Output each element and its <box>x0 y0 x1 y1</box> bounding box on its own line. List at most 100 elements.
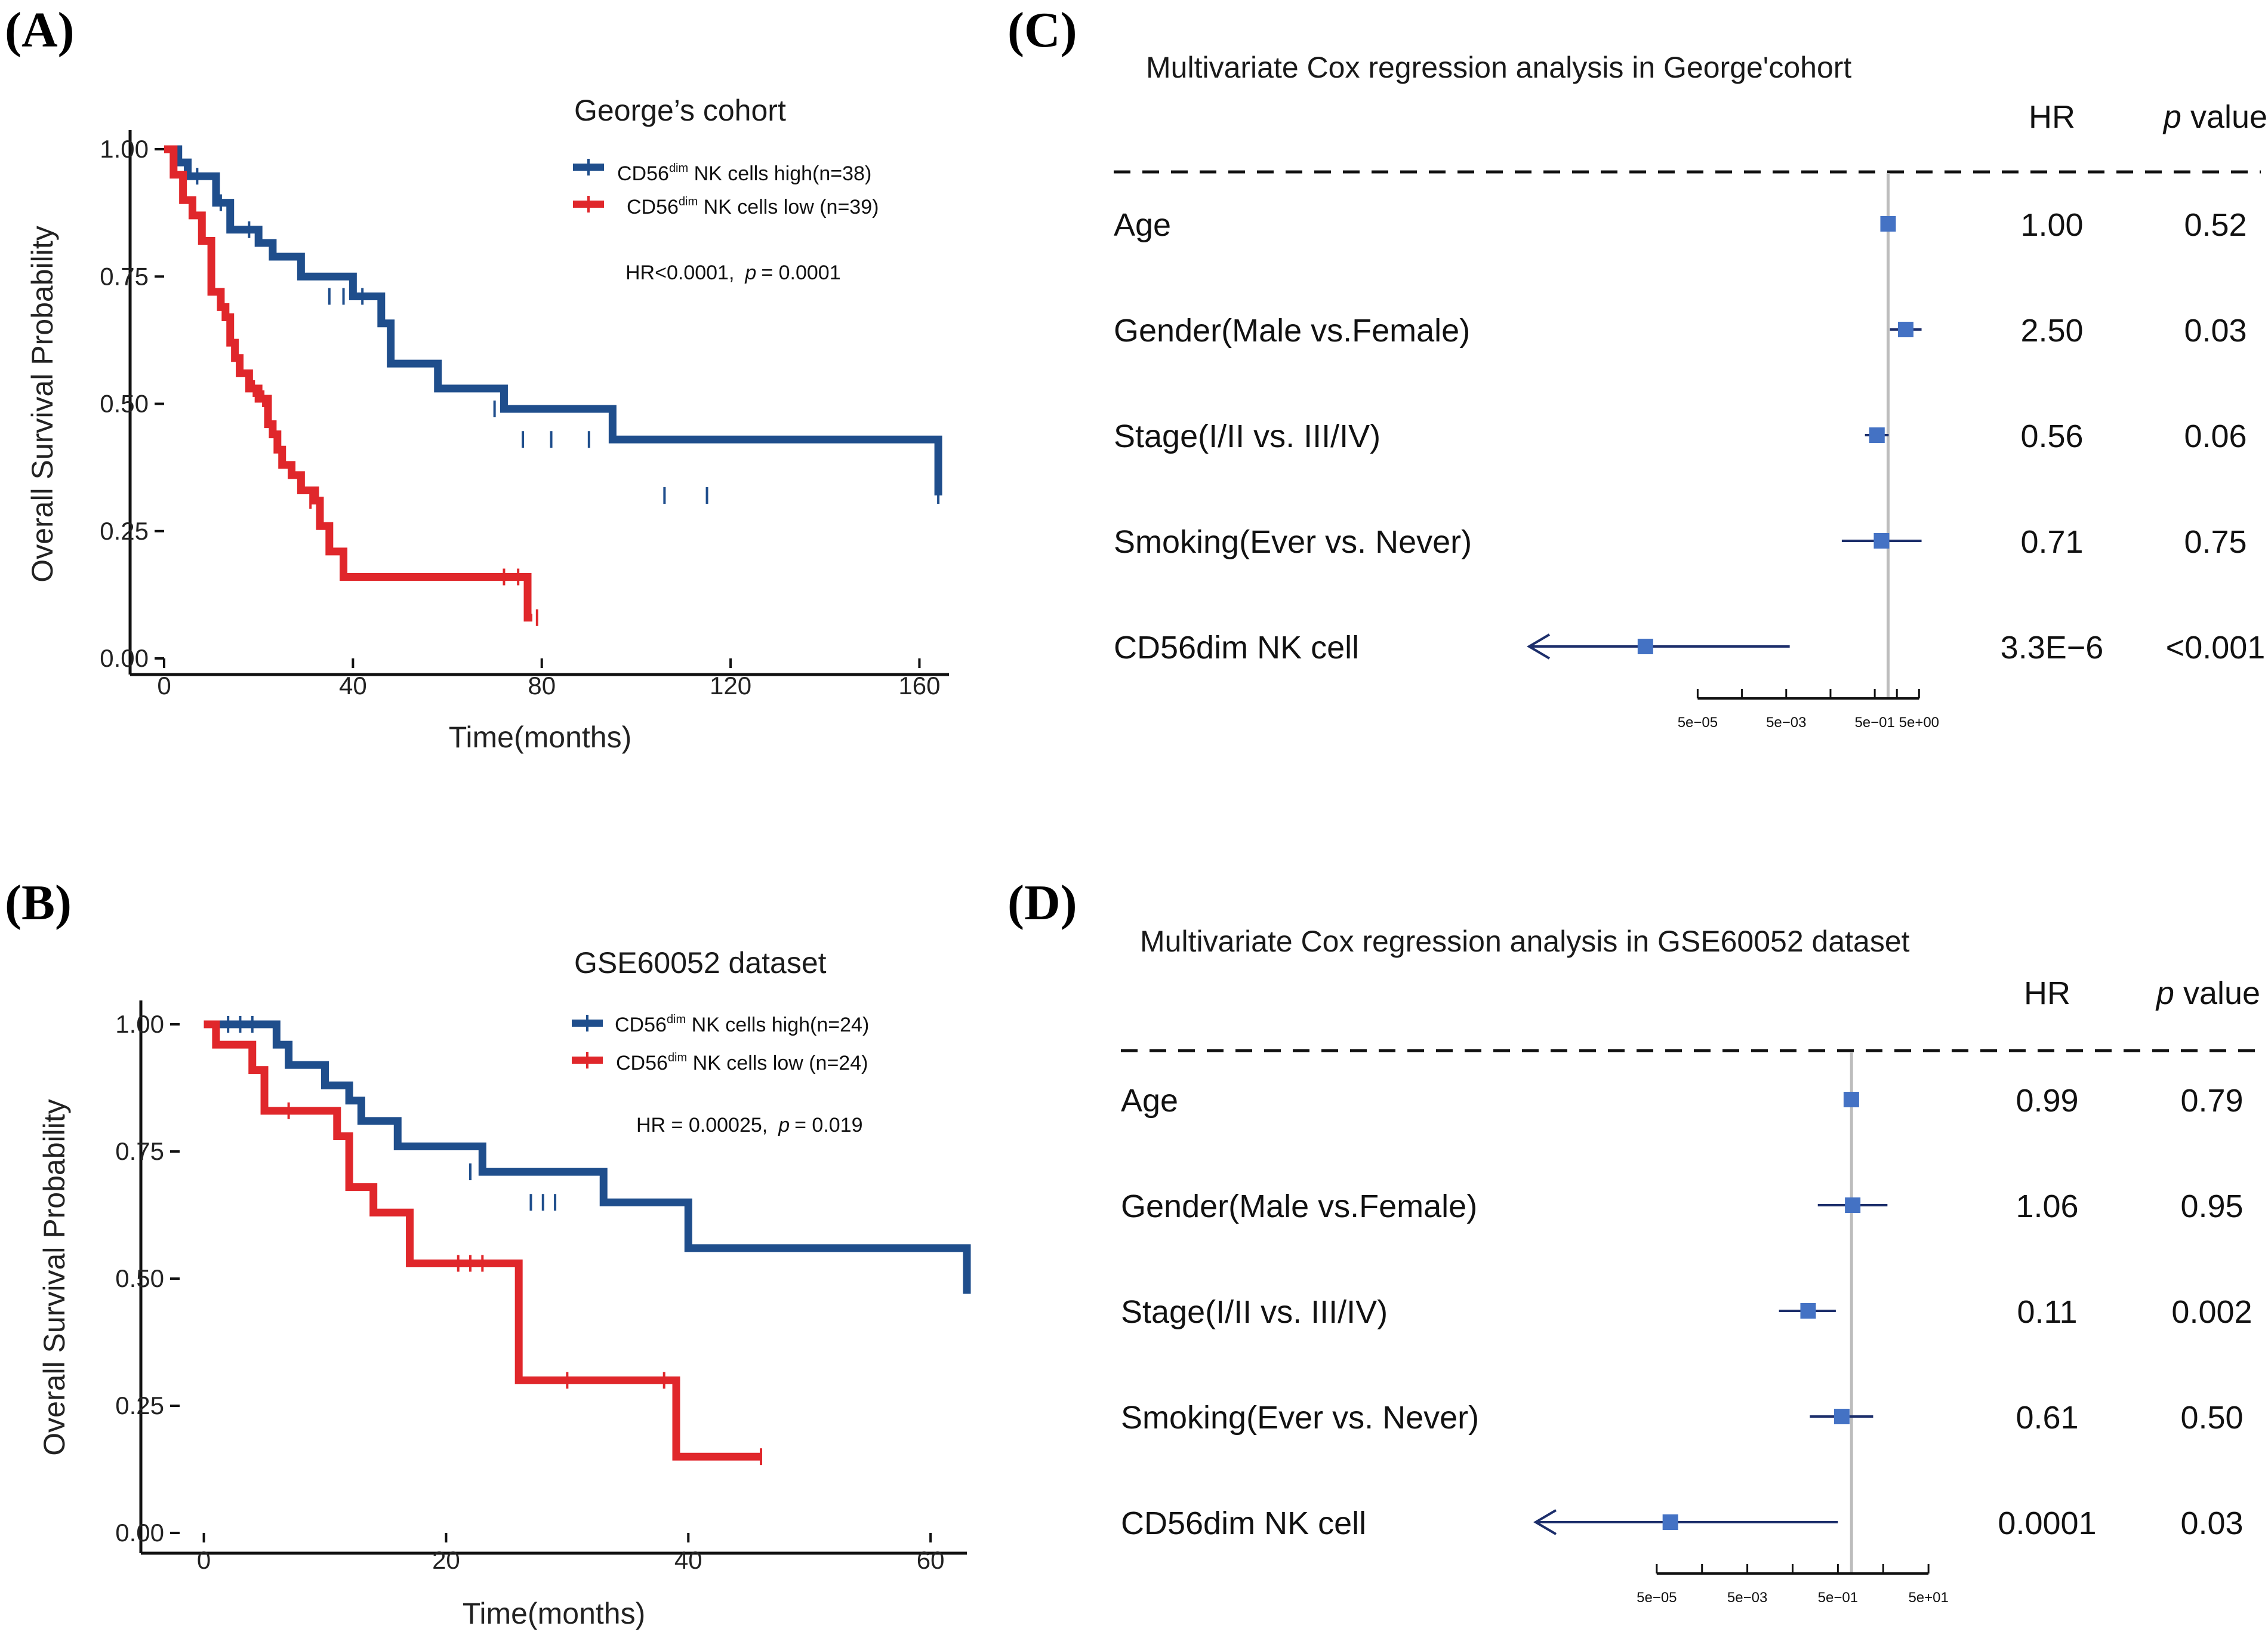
forest-d-xtick-label-2: 5e−01 <box>1818 1590 1858 1606</box>
forest-c-p-value-2: 0.06 <box>2184 418 2247 454</box>
forest-d-row-label-0: Age <box>1121 1083 1178 1119</box>
km-a-legend-low: CD56dim NK cells low (n=39) <box>627 195 879 218</box>
forest-d-xtick-label-0: 5e−05 <box>1637 1590 1677 1606</box>
forest-d-hr-value-2: 0.11 <box>2017 1294 2077 1330</box>
forest-d-hr-header: HR <box>2024 975 2070 1011</box>
forest-c-hr-header: HR <box>2029 99 2075 135</box>
forest-d-xtick-label-3: 5e+01 <box>1908 1590 1948 1606</box>
km-a-title: George’s cohort <box>574 94 786 127</box>
forest-d-p-value-4: 0.03 <box>2180 1505 2243 1541</box>
forest-c-hr-value-4: 3.3E−6 <box>2001 630 2104 666</box>
forest-d-title: Multivariate Cox regression analysis in … <box>1140 925 1910 958</box>
km-b-legend-high: CD56dim NK cells high(n=24) <box>615 1013 869 1036</box>
forest-c-point-0 <box>1880 216 1896 232</box>
km-b-xtick-label-0: 0 <box>197 1546 211 1574</box>
forest-d-p-value-1: 0.95 <box>2180 1188 2243 1224</box>
forest-d-point-4 <box>1662 1514 1678 1530</box>
forest-d-p-value-3: 0.50 <box>2180 1400 2243 1436</box>
km-a-x-title: Time(months) <box>449 720 632 754</box>
km-a-ytick-label-3: 0.75 <box>100 262 149 290</box>
forest-c-row-label-1: Gender(Male vs.Female) <box>1114 313 1470 349</box>
km-a-ticks: 0 40 80 120 160 0.00 0.25 0.50 0.75 1.00 <box>100 135 940 700</box>
forest-c-row-label-0: Age <box>1114 207 1171 243</box>
forest-c-p-value-0: 0.52 <box>2184 207 2247 243</box>
forest-d-p-header: p value <box>2155 975 2260 1011</box>
forest-d-row-label-2: Stage(I/II vs. III/IV) <box>1121 1294 1388 1330</box>
km-a-xtick-label-4: 160 <box>898 672 940 700</box>
km-b-marks <box>204 1016 971 1465</box>
km-b-stats: HR = 0.00025, p = 0.019 <box>636 1114 863 1137</box>
forest-c-hr-value-1: 2.50 <box>2020 313 2083 349</box>
km-b-ticks: 0 20 40 60 0.00 0.25 0.50 0.75 1.00 <box>115 1010 944 1574</box>
forest-c-p-header: p value <box>2162 99 2267 135</box>
km-b-legend-low: CD56dim NK cells low (n=24) <box>616 1051 868 1074</box>
km-a-legend-high: CD56dim NK cells high(n=38) <box>617 162 871 185</box>
km-a-xtick-label-0: 0 <box>157 672 171 700</box>
forest-c-p-value-4: <0.001 <box>2166 630 2266 666</box>
forest-c-ci-arrow-4 <box>1527 633 1551 660</box>
km-a-ytick-label-4: 1.00 <box>100 135 149 163</box>
km-a-legend: CD56dim NK cells high(n=38) CD56dim NK c… <box>573 159 879 218</box>
panel-label-c: (C) <box>1007 2 1077 58</box>
forest-c-hr-value-2: 0.56 <box>2020 418 2083 454</box>
km-b-ytick-label-3: 0.75 <box>115 1137 164 1165</box>
forest-c-xtick-label-2: 5e−01 <box>1854 715 1894 731</box>
km-b-ytick-label-0: 0.00 <box>115 1519 164 1547</box>
km-a-marks <box>164 145 942 626</box>
km-a-ytick-label-2: 0.50 <box>100 390 149 418</box>
forest-c-row-label-2: Stage(I/II vs. III/IV) <box>1114 418 1380 454</box>
forest-d-xtick-label-1: 5e−03 <box>1727 1590 1767 1606</box>
forest-c-point-2 <box>1869 427 1885 443</box>
forest-c-xtick-label-3: 5e+00 <box>1899 715 1939 731</box>
km-chart-b: GSE60052 dataset 0 20 40 60 0.00 0.25 0.50 0.75… <box>38 946 971 1630</box>
forest-chart-d: Multivariate Cox regression analysis in … <box>1121 925 2260 1606</box>
forest-d-point-1 <box>1845 1197 1861 1213</box>
km-b-legend: CD56dim NK cells high(n=24) CD56dim NK c… <box>572 1013 869 1074</box>
forest-c-p-value-1: 0.03 <box>2184 313 2247 349</box>
km-a-xtick-label-1: 40 <box>339 672 367 700</box>
forest-d-hr-value-0: 0.99 <box>2016 1083 2078 1119</box>
forest-c-xtick-label-0: 5e−05 <box>1678 715 1718 731</box>
km-b-xtick-label-1: 20 <box>432 1546 460 1574</box>
km-b-curve-0 <box>204 1020 971 1294</box>
km-a-y-title: Overall Survival Probability <box>26 226 59 582</box>
forest-c-row-label-4: CD56dim NK cell <box>1114 630 1359 666</box>
forest-c-xtick-label-1: 5e−03 <box>1766 715 1806 731</box>
km-b-ytick-label-2: 0.50 <box>115 1264 164 1292</box>
km-b-ytick-label-1: 0.25 <box>115 1391 164 1419</box>
forest-c-title: Multivariate Cox regression analysis in … <box>1146 51 1851 84</box>
forest-c-hr-value-3: 0.71 <box>2020 524 2083 560</box>
forest-d-row-label-4: CD56dim NK cell <box>1121 1505 1366 1541</box>
forest-d-row-label-1: Gender(Male vs.Female) <box>1121 1188 1477 1224</box>
forest-d-hr-value-3: 0.61 <box>2016 1400 2078 1436</box>
forest-c-marks: Age 1.00 0.52 Gender(Male vs.Female) 2.50 0.0… <box>1114 173 2265 731</box>
forest-d-hr-value-4: 0.0001 <box>1998 1505 2096 1541</box>
forest-d-p-value-0: 0.79 <box>2180 1083 2243 1119</box>
forest-d-hr-value-1: 1.06 <box>2016 1188 2078 1224</box>
forest-d-point-0 <box>1843 1092 1859 1107</box>
km-b-xtick-label-3: 60 <box>917 1546 945 1574</box>
forest-d-point-2 <box>1800 1303 1816 1319</box>
forest-c-p-value-3: 0.75 <box>2184 524 2247 560</box>
forest-d-marks: Age 0.99 0.79 Gender(Male vs.Female) 1.06 0.9… <box>1121 1052 2252 1606</box>
panel-label-d: (D) <box>1007 875 1077 931</box>
forest-d-point-3 <box>1833 1409 1850 1424</box>
km-b-curve-1 <box>204 1020 762 1461</box>
km-a-curve-1 <box>164 145 532 622</box>
forest-c-point-3 <box>1873 533 1890 549</box>
km-b-title: GSE60052 dataset <box>574 946 827 980</box>
forest-d-ci-arrow-4 <box>1533 1509 1557 1535</box>
forest-c-point-1 <box>1898 322 1914 337</box>
km-a-curve-0 <box>164 145 942 496</box>
forest-c-hr-value-0: 1.00 <box>2020 207 2083 243</box>
km-a-stats: HR<0.0001, p = 0.0001 <box>625 261 841 284</box>
km-a-ytick-label-0: 0.00 <box>100 644 149 672</box>
km-b-x-title: Time(months) <box>463 1597 646 1630</box>
km-a-xtick-label-3: 120 <box>710 672 751 700</box>
km-b-ytick-label-4: 1.00 <box>115 1010 164 1038</box>
km-chart-a: George’s cohort 0 40 80 120 1600.000.250.500… <box>26 94 949 754</box>
km-b-y-title: Overall Survival Probability <box>38 1099 71 1455</box>
panel-label-a: (A) <box>5 2 75 58</box>
km-a-xtick-label-2: 80 <box>528 672 556 700</box>
